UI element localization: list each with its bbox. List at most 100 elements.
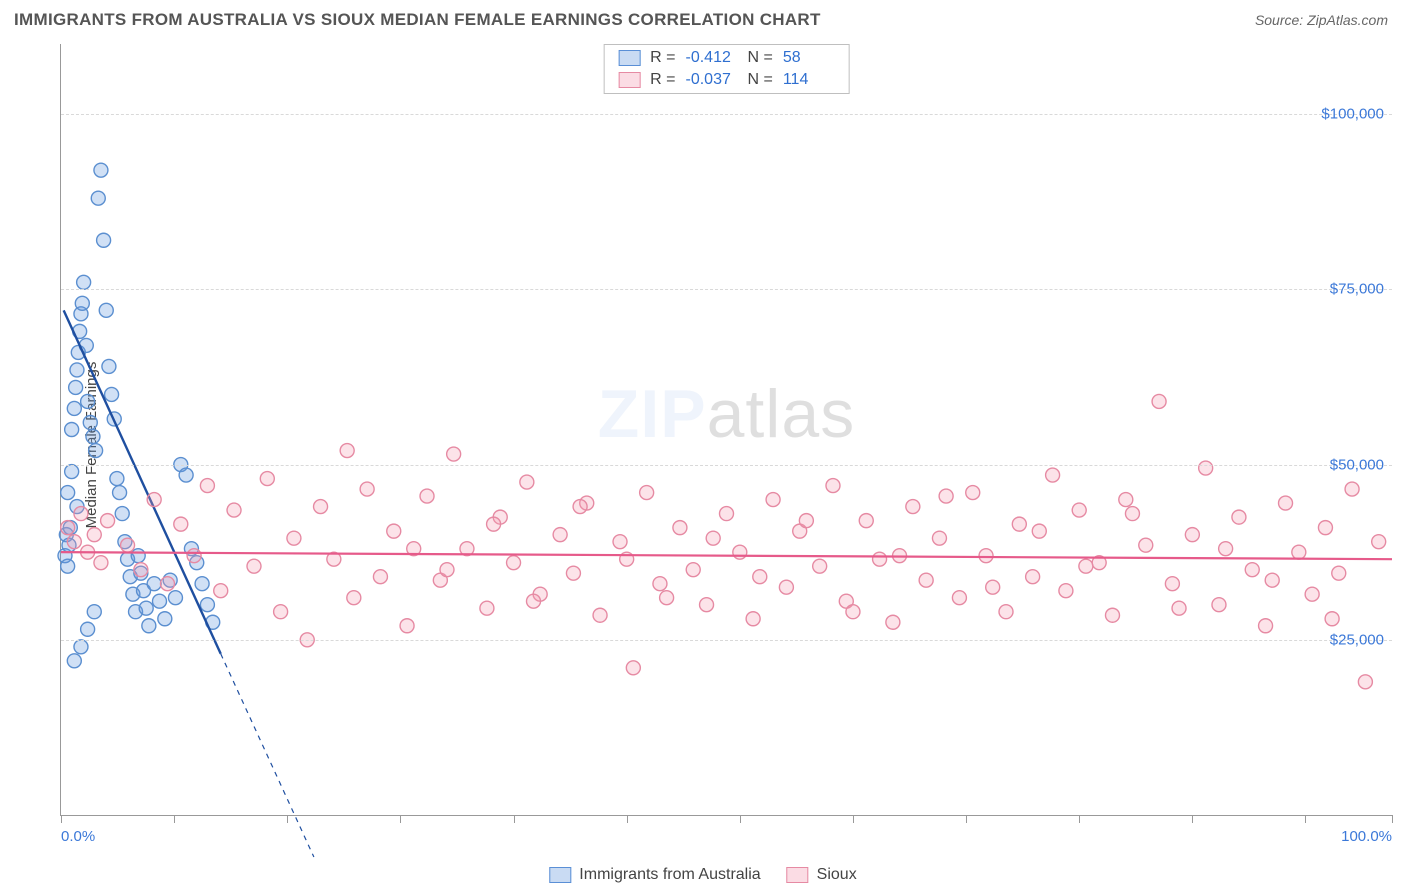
data-point (387, 524, 401, 538)
data-point (200, 598, 214, 612)
data-point (1046, 468, 1060, 482)
data-point (360, 482, 374, 496)
x-tick (174, 815, 175, 823)
swatch-icon (618, 50, 640, 66)
data-point (826, 479, 840, 493)
data-point (1305, 587, 1319, 601)
data-point (97, 233, 111, 247)
data-point (1345, 482, 1359, 496)
legend-bottom: Immigrants from Australia Sioux (549, 866, 856, 884)
y-tick-label: $75,000 (1330, 281, 1384, 298)
data-point (1026, 570, 1040, 584)
data-point (75, 296, 89, 310)
data-point (87, 605, 101, 619)
data-point (1165, 577, 1179, 591)
data-point (158, 612, 172, 626)
x-tick (1079, 815, 1080, 823)
data-point (1332, 566, 1346, 580)
data-point (573, 500, 587, 514)
x-tick (627, 815, 628, 823)
data-point (1199, 461, 1213, 475)
data-point (1279, 496, 1293, 510)
x-tick (287, 815, 288, 823)
data-point (979, 549, 993, 563)
data-point (613, 535, 627, 549)
data-point (919, 573, 933, 587)
chart-source: Source: ZipAtlas.com (1255, 12, 1388, 28)
data-point (487, 517, 501, 531)
data-point (1185, 528, 1199, 542)
data-point (640, 486, 654, 500)
data-point (81, 622, 95, 636)
x-tick (853, 815, 854, 823)
data-point (420, 489, 434, 503)
data-point (69, 380, 83, 394)
plot-region: ZIPatlas R = -0.412 N = 58 R = -0.037 N … (60, 44, 1392, 816)
data-point (121, 538, 135, 552)
data-point (1265, 573, 1279, 587)
data-point (214, 584, 228, 598)
data-point (260, 472, 274, 486)
data-point (1072, 503, 1086, 517)
x-tick (514, 815, 515, 823)
data-point (94, 556, 108, 570)
x-tick (740, 815, 741, 823)
stat-n-value: 58 (783, 49, 835, 67)
data-point (152, 594, 166, 608)
legend-stats-row-2: R = -0.037 N = 114 (604, 69, 849, 91)
stat-r-label: R = (650, 71, 675, 89)
data-point (314, 500, 328, 514)
gridline (61, 640, 1392, 641)
data-point (1119, 493, 1133, 507)
data-point (147, 493, 161, 507)
y-tick-label: $25,000 (1330, 631, 1384, 648)
trend-line-ext (221, 654, 314, 857)
data-point (1292, 545, 1306, 559)
x-tick (1392, 815, 1393, 823)
data-point (81, 394, 95, 408)
data-point (131, 549, 145, 563)
stat-r-value: -0.037 (686, 71, 738, 89)
chart-header: IMMIGRANTS FROM AUSTRALIA VS SIOUX MEDIA… (0, 0, 1406, 36)
data-point (1139, 538, 1153, 552)
data-point (447, 447, 461, 461)
x-tick (966, 815, 967, 823)
data-point (507, 556, 521, 570)
data-point (1172, 601, 1186, 615)
data-point (1079, 559, 1093, 573)
data-point (1212, 598, 1226, 612)
data-point (61, 521, 75, 535)
data-point (566, 566, 580, 580)
data-point (779, 580, 793, 594)
data-point (134, 563, 148, 577)
data-point (274, 605, 288, 619)
data-point (720, 507, 734, 521)
data-point (94, 163, 108, 177)
data-point (520, 475, 534, 489)
data-point (766, 493, 780, 507)
data-point (1105, 608, 1119, 622)
data-point (859, 514, 873, 528)
data-point (83, 415, 97, 429)
data-point (1152, 394, 1166, 408)
data-point (147, 577, 161, 591)
swatch-icon (787, 867, 809, 883)
data-point (1325, 612, 1339, 626)
y-tick-label: $100,000 (1321, 106, 1384, 123)
stat-n-label: N = (748, 49, 773, 67)
data-point (733, 545, 747, 559)
data-point (77, 275, 91, 289)
data-point (799, 514, 813, 528)
data-point (700, 598, 714, 612)
x-tick (61, 815, 62, 823)
data-point (195, 577, 209, 591)
data-point (932, 531, 946, 545)
data-point (593, 608, 607, 622)
data-point (67, 654, 81, 668)
data-point (1358, 675, 1372, 689)
data-point (440, 563, 454, 577)
data-point (287, 531, 301, 545)
gridline (61, 465, 1392, 466)
data-point (746, 612, 760, 626)
data-point (1059, 584, 1073, 598)
